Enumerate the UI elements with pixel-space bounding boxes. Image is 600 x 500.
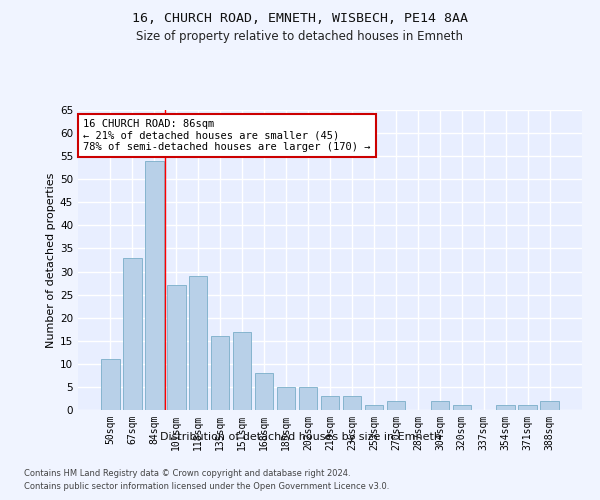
Text: Size of property relative to detached houses in Emneth: Size of property relative to detached ho… bbox=[137, 30, 464, 43]
Bar bbox=[518, 406, 537, 410]
Text: Contains public sector information licensed under the Open Government Licence v3: Contains public sector information licen… bbox=[24, 482, 389, 491]
Bar bbox=[277, 387, 295, 410]
Bar bbox=[431, 401, 449, 410]
Bar bbox=[320, 396, 340, 410]
Bar bbox=[189, 276, 208, 410]
Bar bbox=[386, 401, 405, 410]
Bar bbox=[299, 387, 317, 410]
Bar bbox=[101, 359, 119, 410]
Text: 16, CHURCH ROAD, EMNETH, WISBECH, PE14 8AA: 16, CHURCH ROAD, EMNETH, WISBECH, PE14 8… bbox=[132, 12, 468, 26]
Bar bbox=[343, 396, 361, 410]
Bar bbox=[123, 258, 142, 410]
Bar bbox=[541, 401, 559, 410]
Bar bbox=[452, 406, 471, 410]
Text: Distribution of detached houses by size in Emneth: Distribution of detached houses by size … bbox=[160, 432, 440, 442]
Bar bbox=[211, 336, 229, 410]
Text: 16 CHURCH ROAD: 86sqm
← 21% of detached houses are smaller (45)
78% of semi-deta: 16 CHURCH ROAD: 86sqm ← 21% of detached … bbox=[83, 119, 371, 152]
Bar bbox=[496, 406, 515, 410]
Bar bbox=[167, 286, 185, 410]
Y-axis label: Number of detached properties: Number of detached properties bbox=[46, 172, 56, 348]
Bar bbox=[365, 406, 383, 410]
Bar bbox=[145, 161, 164, 410]
Bar bbox=[233, 332, 251, 410]
Text: Contains HM Land Registry data © Crown copyright and database right 2024.: Contains HM Land Registry data © Crown c… bbox=[24, 468, 350, 477]
Bar bbox=[255, 373, 274, 410]
